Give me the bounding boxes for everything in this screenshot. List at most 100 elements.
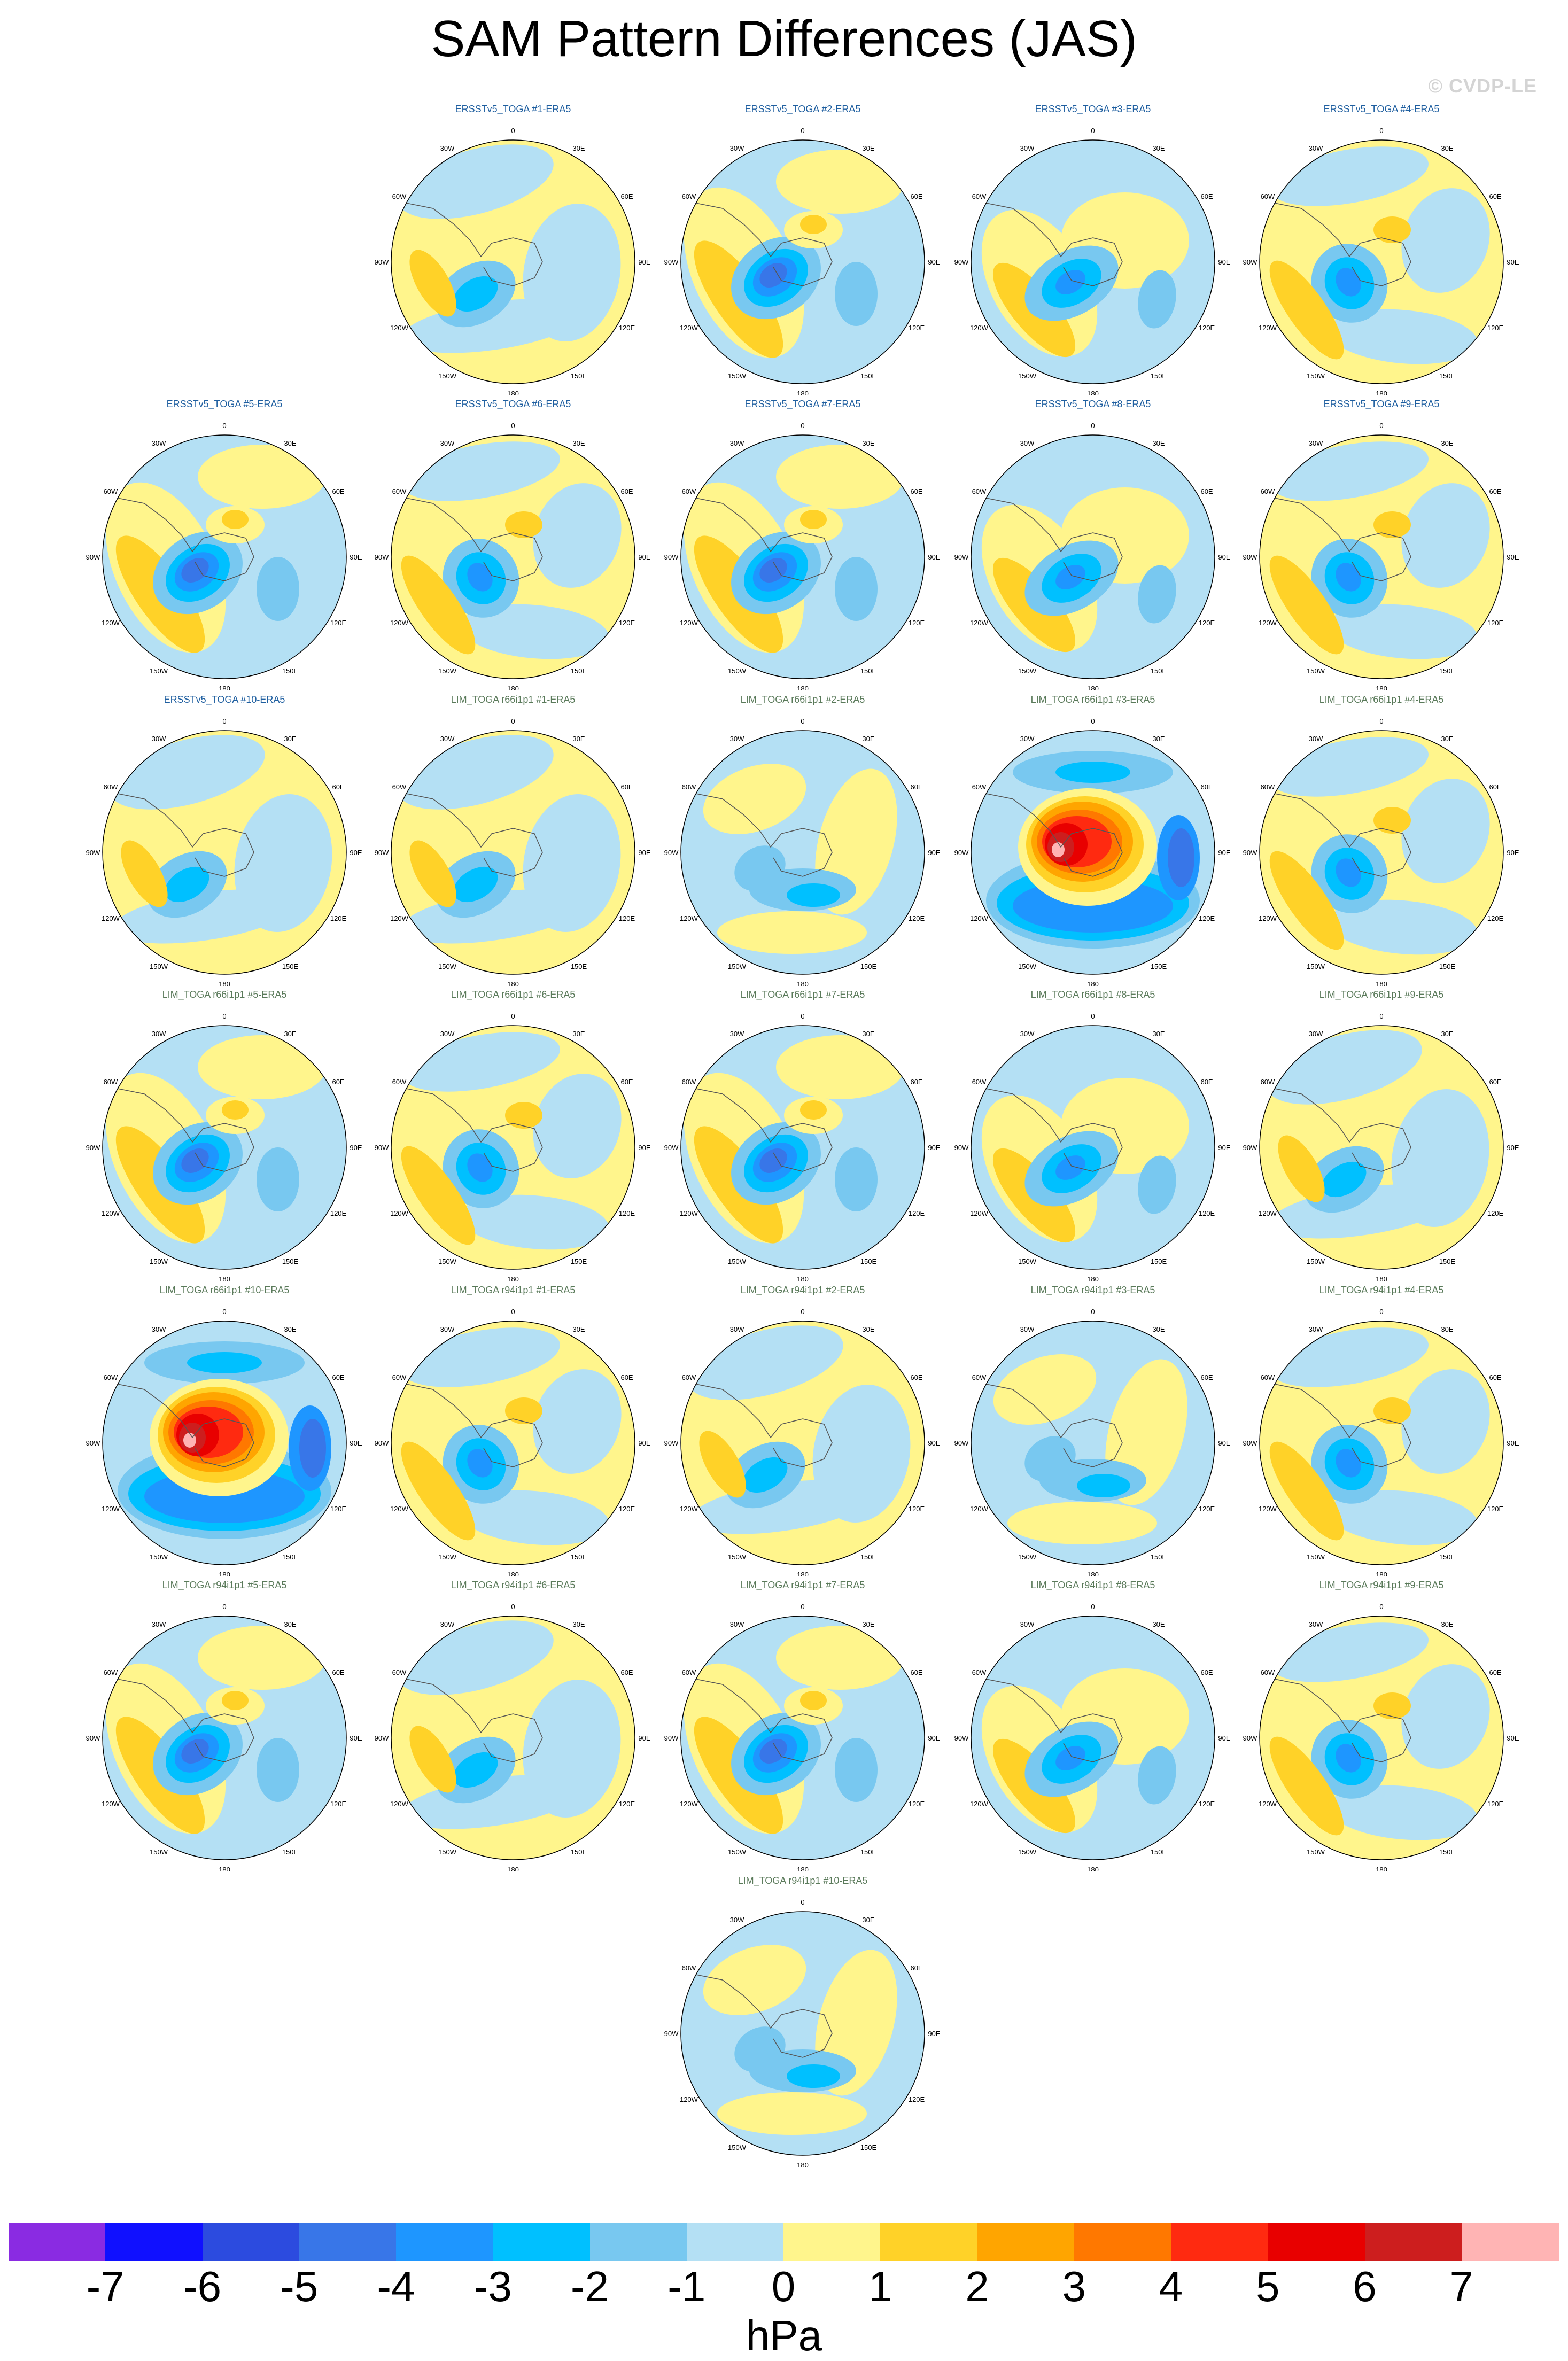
polar-map: 0 30E 60E 90E 120E 150E 180 150W 120W 90W 60W 30W: [664, 127, 941, 395]
longitude-label: 180: [797, 1275, 809, 1281]
coastline: [743, 1405, 833, 1467]
longitude-label: 180: [797, 2161, 809, 2167]
longitude-label: 90W: [1243, 553, 1257, 561]
contour-fill: [1373, 511, 1411, 538]
panel-title: LIM_TOGA r94i1p1 #7-ERA5: [740, 1580, 865, 1590]
longitude-label: 180: [1087, 685, 1099, 690]
longitude-label: 150W: [728, 962, 747, 970]
longitude-label: 0: [801, 1603, 804, 1611]
panel-title: LIM_TOGA r66i1p1 #6-ERA5: [451, 989, 576, 1000]
longitude-label: 0: [1379, 127, 1383, 135]
longitude-label: 30E: [1152, 735, 1165, 743]
coastline: [454, 1700, 543, 1762]
panel-title: LIM_TOGA r94i1p1 #9-ERA5: [1319, 1580, 1444, 1590]
map-panel: LIM_TOGA r66i1p1 #3-ERA5 0 30E 60E 90E 120E 15…: [949, 694, 1237, 986]
coastline: [1322, 814, 1411, 877]
map-panel: ERSSTv5_TOGA #6-ERA5 0 30E 60E 90E 120E 150E 18…: [369, 399, 657, 690]
longitude-label: 30W: [1020, 1620, 1035, 1628]
coastline: [165, 1405, 254, 1467]
polar-map: 0 30E 60E 90E 120E 150E 180 150W 120W 90W 60W 30W: [375, 422, 651, 690]
longitude-label: 0: [801, 422, 804, 430]
polar-map: 0 30E 60E 90E 120E 150E 180 150W 120W 90W 60W 30W: [954, 1603, 1231, 1871]
panel-title: LIM_TOGA r66i1p1 #1-ERA5: [451, 694, 576, 705]
colorbar-tick-label: 7: [1449, 2263, 1474, 2310]
coastline: [743, 1109, 833, 1172]
longitude-label: 60E: [1489, 192, 1501, 200]
contour-fill: [1138, 270, 1176, 329]
longitude-label: 120W: [680, 619, 698, 627]
map-boundary: [680, 139, 925, 384]
colorbar-units: hPa: [746, 2312, 822, 2359]
longitude-label: 120W: [680, 914, 698, 922]
coastline-south-america: [695, 1974, 744, 1997]
colorbar-tick-label: 1: [868, 2263, 892, 2310]
contour-fill: [800, 1691, 827, 1710]
coastline-south-america: [695, 1679, 744, 1701]
longitude-label: 90W: [664, 258, 679, 266]
longitude-label: 180: [1087, 1571, 1099, 1576]
contour-fill: [1055, 762, 1130, 783]
longitude-label: 180: [219, 1866, 230, 1871]
map-panel: LIM_TOGA r94i1p1 #4-ERA5 0 30E 60E 90E 120E 15…: [1237, 1285, 1526, 1576]
contour-fill: [1373, 1397, 1411, 1424]
coastline: [1322, 224, 1411, 286]
coastline-south-america: [695, 1384, 744, 1406]
coastline-south-america: [985, 498, 1035, 520]
map-boundary: [391, 139, 635, 384]
longitude-label: 0: [1091, 1603, 1095, 1611]
colorbar-box: [202, 2223, 300, 2261]
longitude-label: 150W: [1018, 667, 1037, 675]
longitude-label: 60E: [910, 1964, 922, 1972]
longitude-label: 150E: [571, 1848, 587, 1856]
longitude-label: 150W: [728, 1257, 747, 1265]
longitude-label: 120E: [1199, 1505, 1215, 1513]
longitude-label: 120E: [330, 1800, 347, 1808]
colorbar: [9, 2223, 1559, 2261]
coastline-south-america: [1274, 1679, 1323, 1701]
longitude-label: 60E: [332, 1078, 344, 1086]
longitude-label: 30W: [1309, 1325, 1323, 1333]
longitude-label: 60W: [972, 1373, 987, 1381]
longitude-label: 30E: [1441, 1620, 1453, 1628]
longitude-label: 30E: [1152, 439, 1165, 447]
longitude-label: 120W: [390, 1505, 409, 1513]
contour-fill: [1278, 1135, 1325, 1202]
map-panel: LIM_TOGA r94i1p1 #5-ERA5 0 30E 60E 90E 120E 15…: [80, 1580, 369, 1871]
coastline-south-america: [695, 793, 744, 816]
longitude-label: 30E: [1441, 439, 1453, 447]
map-boundary: [971, 139, 1215, 384]
coastline: [454, 224, 543, 286]
coastline: [743, 1995, 833, 2058]
longitude-label: 0: [511, 1012, 515, 1020]
contour-fill: [453, 1752, 498, 1788]
longitude-label: 120W: [680, 1505, 698, 1513]
longitude-label: 180: [219, 1571, 230, 1576]
coastline: [165, 814, 254, 877]
longitude-label: 150E: [571, 1257, 587, 1265]
longitude-label: 60W: [1261, 192, 1275, 200]
coastline-south-america: [1274, 1384, 1323, 1406]
coastline: [1034, 814, 1123, 877]
colorbar-box: [783, 2223, 881, 2261]
map-panel: LIM_TOGA r94i1p1 #1-ERA5 0 30E 60E 90E 120E 15…: [369, 1285, 657, 1576]
longitude-label: 30W: [1309, 144, 1323, 152]
contour-fill: [533, 1369, 622, 1474]
colorbar-box: [299, 2223, 397, 2261]
contour-fill: [1055, 565, 1085, 589]
longitude-label: 60W: [1261, 783, 1275, 791]
longitude-label: 90E: [638, 553, 650, 561]
longitude-label: 30E: [284, 1325, 296, 1333]
coastline: [165, 1700, 254, 1762]
map-panel: ERSSTv5_TOGA #9-ERA5 0 30E 60E 90E 120E 150E 18…: [1237, 399, 1526, 690]
coastline: [743, 1700, 833, 1762]
contour-fill: [1024, 1436, 1076, 1482]
longitude-label: 30E: [284, 439, 296, 447]
colorbar-box: [105, 2223, 203, 2261]
coastline-south-america: [985, 1384, 1035, 1406]
longitude-label: 60W: [972, 192, 987, 200]
longitude-label: 90E: [638, 258, 650, 266]
map-panel: ERSSTv5_TOGA #7-ERA5 0 30E 60E 90E 120E 150E 18…: [658, 399, 947, 690]
longitude-label: 90W: [375, 1734, 389, 1742]
longitude-label: 150E: [282, 1553, 299, 1561]
longitude-label: 180: [797, 390, 809, 395]
